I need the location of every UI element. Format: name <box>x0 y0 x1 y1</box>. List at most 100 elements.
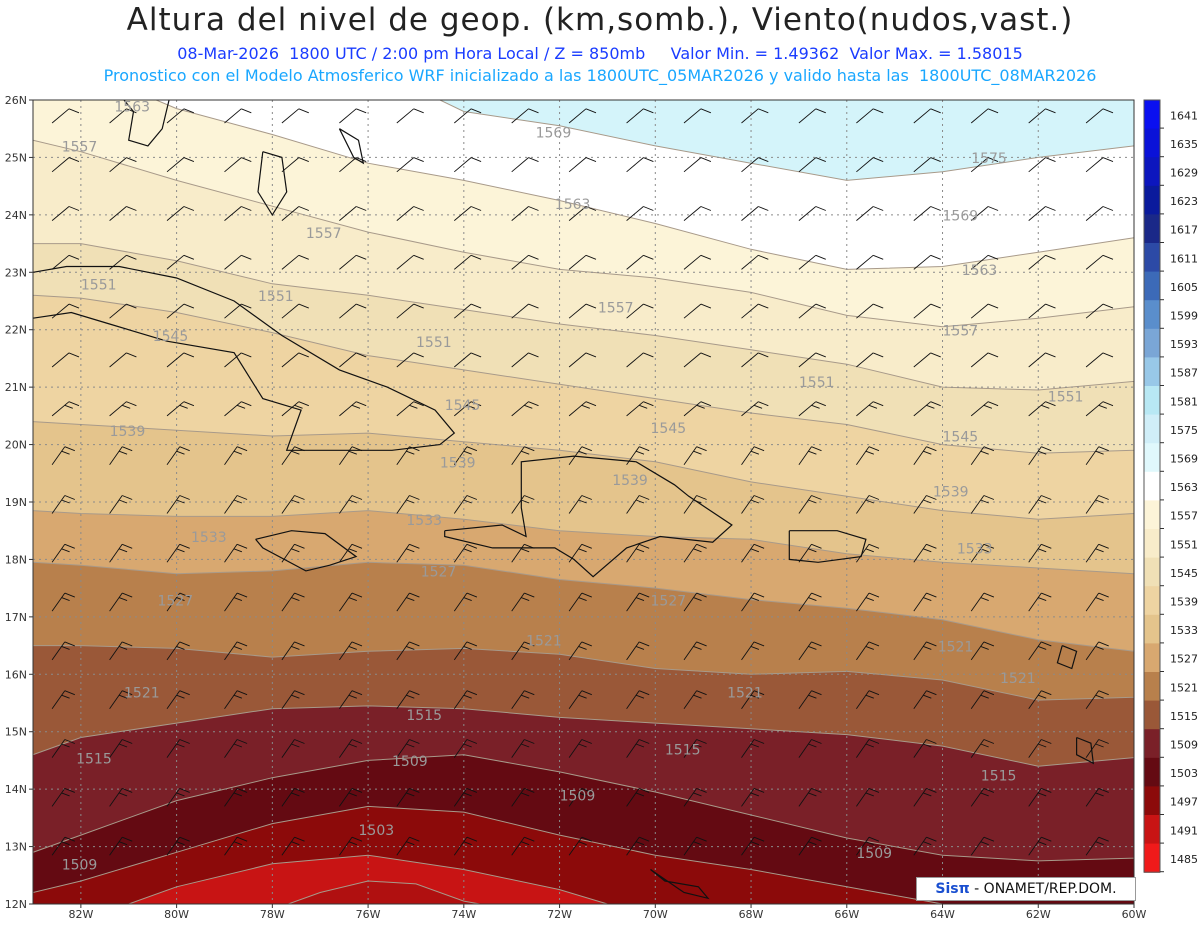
lat-tick-label: 20N <box>5 439 27 452</box>
colorbar-label: 1611 <box>1170 252 1198 265</box>
lon-tick-label: 62W <box>1026 908 1051 921</box>
map-info-line: 08-Mar-2026 1800 UTC / 2:00 pm Hora Loca… <box>177 44 1023 63</box>
colorbar-label: 1629 <box>1170 167 1198 180</box>
contour-label: 1545 <box>153 329 189 345</box>
contour-label: 1551 <box>81 278 117 294</box>
lon-tick-label: 60W <box>1122 908 1147 921</box>
colorbar-label: 1641 <box>1170 109 1198 122</box>
contour-label: 1527 <box>651 593 687 609</box>
lat-tick-label: 18N <box>5 553 27 566</box>
colorbar-label: 1533 <box>1170 624 1198 637</box>
lat-tick-label: 23N <box>5 266 27 279</box>
colorbar-swatch <box>1144 271 1160 301</box>
contour-label: 1569 <box>536 125 572 141</box>
contour-labels: 1563 1557 1569 1575 1563 1569 1557 1563 1551 1551… <box>62 100 1084 874</box>
contour-label: 1527 <box>158 593 194 609</box>
colorbar-swatch <box>1144 700 1160 730</box>
contour-label: 1539 <box>933 484 969 500</box>
colorbar-label: 1563 <box>1170 481 1198 494</box>
map-title: Altura del nivel de geop. (km,somb.), Vi… <box>126 2 1074 38</box>
lat-tick-label: 19N <box>5 496 27 509</box>
colorbar-swatch <box>1144 757 1160 787</box>
colorbar-swatch <box>1144 843 1160 873</box>
lon-tick-label: 76W <box>356 908 381 921</box>
contour-label: 1563 <box>555 197 591 213</box>
colorbar-swatch <box>1144 471 1160 501</box>
colorbar-swatch <box>1144 214 1160 244</box>
colorbar-label: 1539 <box>1170 596 1198 609</box>
colorbar-swatch <box>1144 529 1160 559</box>
colorbar-swatch <box>1144 243 1160 273</box>
colorbar-swatch <box>1144 414 1160 444</box>
colorbar-swatch <box>1144 643 1160 673</box>
colorbar-label: 1485 <box>1170 853 1198 866</box>
colorbar-label: 1581 <box>1170 395 1198 408</box>
colorbar-swatch <box>1144 672 1160 702</box>
lat-tick-label: 22N <box>5 324 27 337</box>
lon-tick-label: 80W <box>164 908 189 921</box>
grid-lines <box>33 100 1134 904</box>
colorbar-label: 1551 <box>1170 538 1198 551</box>
height-bands <box>33 100 1134 904</box>
lon-tick-label: 82W <box>68 908 93 921</box>
credit-badge: Sisπ - ONAMET/REP.DOM. <box>916 877 1136 901</box>
credit-text: - ONAMET/REP.DOM. <box>974 881 1117 897</box>
lon-tick-label: 72W <box>547 908 572 921</box>
contour-label: 1545 <box>651 421 687 437</box>
lat-tick-label: 15N <box>5 726 27 739</box>
colorbar-swatch <box>1144 586 1160 616</box>
contour-label: 1515 <box>665 743 701 759</box>
contour-label: 1557 <box>943 324 979 340</box>
lon-tick-label: 78W <box>260 908 285 921</box>
colorbar-label: 1599 <box>1170 310 1198 323</box>
colorbar-swatch <box>1144 729 1160 759</box>
colorbar-swatch <box>1144 157 1160 187</box>
axis-ticks: 82W 80W 78W 76W 74W 72W 70W 68W 66W 64W 62W 60W 26N 2… <box>5 94 1147 921</box>
contour-label: 1521 <box>124 685 160 701</box>
contour-label: 1551 <box>799 375 835 391</box>
lat-tick-label: 24N <box>5 209 27 222</box>
colorbar-label: 1635 <box>1170 138 1198 151</box>
lon-tick-label: 66W <box>834 908 859 921</box>
colorbar-swatch <box>1144 128 1160 158</box>
contour-label: 1569 <box>943 209 979 225</box>
lat-tick-label: 17N <box>5 611 27 624</box>
colorbar-label: 1515 <box>1170 710 1198 723</box>
colorbar-label: 1587 <box>1170 367 1198 380</box>
credit-brand: Sisπ <box>935 881 970 897</box>
contour-label: 1503 <box>359 823 395 839</box>
colorbar-swatch <box>1144 328 1160 358</box>
lat-tick-label: 21N <box>5 381 27 394</box>
lat-tick-label: 14N <box>5 783 27 796</box>
lat-tick-label: 16N <box>5 668 27 681</box>
contour-label: 1557 <box>306 226 342 242</box>
contour-label: 1545 <box>445 398 481 414</box>
wind-barbs <box>51 108 1114 856</box>
coastlines <box>33 100 1095 900</box>
colorbar-label: 1623 <box>1170 195 1198 208</box>
colorbar-swatch <box>1144 357 1160 387</box>
model-info-line: Pronostico con el Modelo Atmosferico WRF… <box>103 66 1097 85</box>
lon-tick-label: 70W <box>643 908 668 921</box>
lon-tick-label: 68W <box>739 908 764 921</box>
contour-label: 1551 <box>1048 390 1084 406</box>
lon-tick-label: 74W <box>451 908 476 921</box>
colorbar-label: 1527 <box>1170 653 1198 666</box>
contour-label: 1551 <box>258 289 294 305</box>
contour-label: 1533 <box>957 542 993 558</box>
contour-label: 1563 <box>962 263 998 279</box>
colorbar-swatch <box>1144 386 1160 416</box>
contour-label: 1515 <box>981 769 1017 785</box>
colorbar-swatch <box>1144 185 1160 215</box>
colorbar-swatch <box>1144 786 1160 816</box>
lat-tick-label: 13N <box>5 841 27 854</box>
colorbar-label: 1509 <box>1170 739 1198 752</box>
lon-tick-label: 64W <box>930 908 955 921</box>
colorbar-label: 1491 <box>1170 824 1198 837</box>
lat-tick-label: 26N <box>5 94 27 107</box>
colorbar-label: 1569 <box>1170 453 1198 466</box>
contour-label: 1527 <box>421 565 457 581</box>
colorbar-label: 1503 <box>1170 767 1198 780</box>
colorbar-swatch <box>1144 557 1160 587</box>
